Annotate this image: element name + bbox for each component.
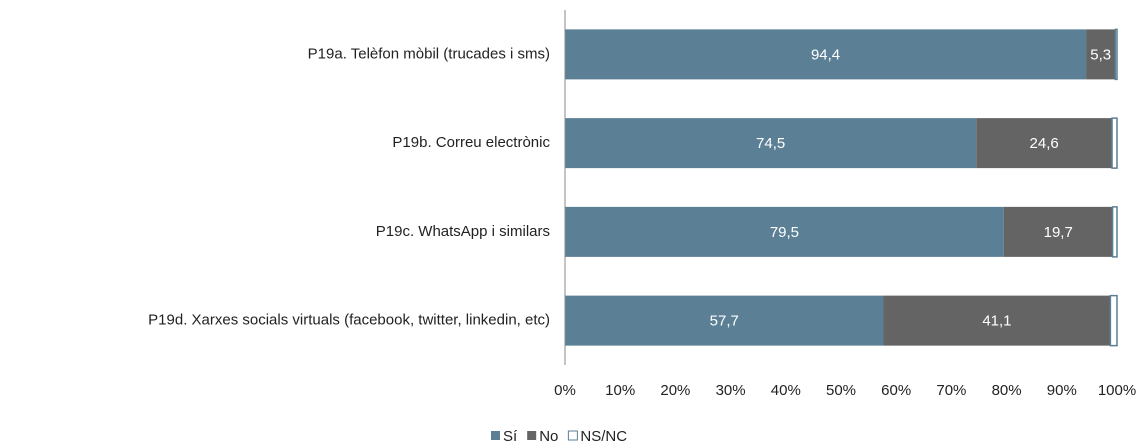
legend-label: Sí [503, 428, 518, 445]
data-label: 41,1 [982, 313, 1011, 330]
bar-segment [565, 206, 1004, 257]
bar-segment [1111, 206, 1118, 258]
x-tick-label: 100% [1098, 382, 1136, 399]
x-tick-label: 0% [554, 382, 576, 399]
legend-swatch [491, 431, 500, 440]
legend-swatch [567, 430, 578, 441]
category-label: P19d. Xarxes socials virtuals (facebook,… [148, 312, 550, 329]
legend-swatch [527, 431, 537, 440]
category-label: P19c. WhatsApp i similars [376, 223, 550, 240]
legend-label: NS/NC [580, 428, 627, 445]
x-tick-label: 80% [992, 382, 1022, 399]
bar-segment [883, 295, 1111, 346]
bar-segment [1114, 28, 1118, 81]
bar-segment [1111, 117, 1118, 169]
data-label: 24,6 [1030, 135, 1059, 152]
bar-segment [565, 118, 977, 169]
legend-label: No [539, 428, 558, 445]
x-tick-label: 60% [881, 382, 911, 399]
bar-segment [565, 29, 1087, 80]
x-tick-label: 50% [826, 382, 856, 399]
bar-segment [565, 295, 884, 346]
x-tick-label: 30% [716, 382, 746, 399]
category-label: P19a. Telèfon mòbil (trucades i sms) [308, 45, 550, 62]
data-label: 19,7 [1044, 224, 1073, 241]
data-label: 74,5 [756, 135, 785, 152]
x-tick-label: 40% [771, 382, 801, 399]
data-label: 79,5 [770, 224, 799, 241]
x-tick-label: 70% [936, 382, 966, 399]
bar-segment [1109, 294, 1118, 347]
category-label: P19b. Correu electrònic [392, 134, 550, 151]
bar-segment [1003, 206, 1113, 257]
data-label: 94,4 [811, 46, 840, 63]
data-label: 57,7 [710, 313, 739, 330]
bar-segment [976, 118, 1113, 169]
bar-segment [1086, 29, 1116, 80]
x-tick-label: 20% [660, 382, 690, 399]
x-tick-label: 90% [1047, 382, 1077, 399]
x-tick-label: 10% [605, 382, 635, 399]
data-label: 5,3 [1090, 46, 1111, 63]
